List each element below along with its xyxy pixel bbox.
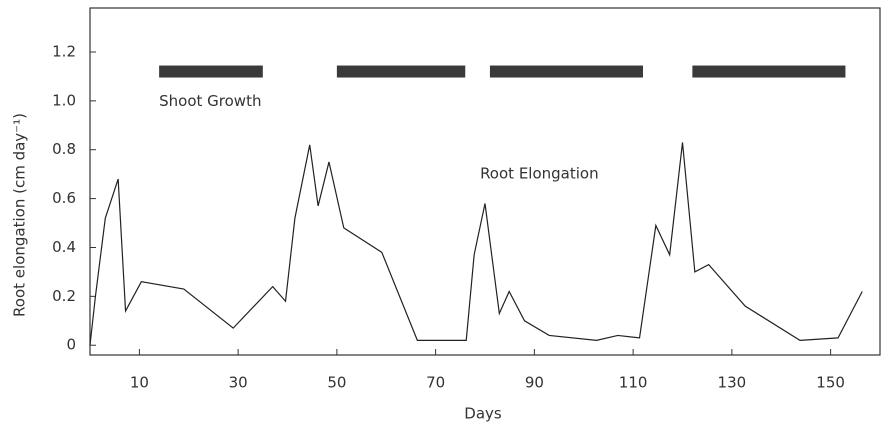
x-tick-label: 50 bbox=[327, 374, 346, 392]
y-tick-label: 0 bbox=[66, 336, 76, 354]
line-annotation: Root Elongation bbox=[480, 165, 599, 183]
x-tick-label: 70 bbox=[426, 374, 445, 392]
data-line bbox=[89, 142, 863, 346]
plot-frame bbox=[89, 7, 881, 356]
y-axis-label: Root elongation (cm day⁻¹) bbox=[11, 113, 29, 317]
y-tick-label: 0.4 bbox=[52, 238, 76, 256]
shoot-growth-bar bbox=[336, 65, 466, 78]
x-tick-label: 110 bbox=[619, 374, 648, 392]
shoot-growth-bar bbox=[692, 65, 846, 78]
y-tick-label: 0.8 bbox=[52, 140, 76, 158]
x-tick-label: 130 bbox=[718, 374, 747, 392]
y-tick-label: 1.2 bbox=[52, 42, 76, 60]
y-tick-label: 0.6 bbox=[52, 189, 76, 207]
shoot-growth-bar bbox=[159, 65, 263, 78]
x-axis-label: Days bbox=[464, 405, 502, 423]
y-tick-label: 0.2 bbox=[52, 287, 76, 305]
x-tick-label: 10 bbox=[130, 374, 149, 392]
shoot-growth-bar bbox=[489, 65, 643, 78]
y-tick-label: 1.0 bbox=[52, 91, 76, 109]
x-tick-label: 90 bbox=[525, 374, 544, 392]
x-tick-label: 150 bbox=[816, 374, 845, 392]
x-tick-label: 30 bbox=[229, 374, 248, 392]
shoot-growth-label: Shoot Growth bbox=[159, 92, 261, 110]
